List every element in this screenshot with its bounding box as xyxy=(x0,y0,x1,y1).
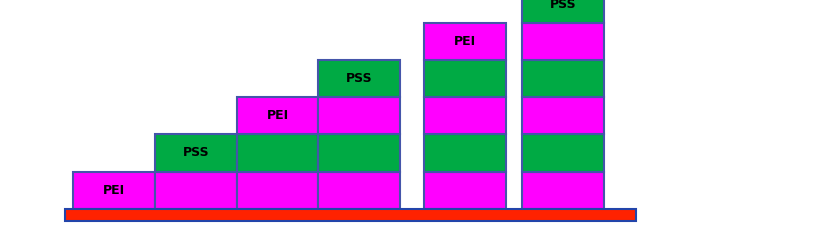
Bar xyxy=(237,134,318,172)
Bar xyxy=(522,97,604,134)
Bar xyxy=(424,60,506,97)
Bar xyxy=(522,0,604,23)
Bar xyxy=(155,134,237,172)
Bar xyxy=(424,97,506,134)
Bar xyxy=(424,134,506,172)
Bar xyxy=(73,172,155,209)
Text: PSS: PSS xyxy=(346,72,372,85)
Text: PSS: PSS xyxy=(550,0,576,11)
Text: PEI: PEI xyxy=(103,184,126,197)
Text: PEI: PEI xyxy=(266,109,289,122)
Bar xyxy=(522,172,604,209)
Bar xyxy=(522,134,604,172)
Bar xyxy=(522,23,604,60)
Bar xyxy=(318,97,400,134)
Bar xyxy=(65,209,636,221)
Bar xyxy=(318,172,400,209)
Bar xyxy=(155,172,237,209)
Bar xyxy=(424,172,506,209)
Text: PSS: PSS xyxy=(183,146,209,160)
Bar xyxy=(318,60,400,97)
Bar xyxy=(522,60,604,97)
Text: PEI: PEI xyxy=(454,35,477,48)
Bar xyxy=(318,134,400,172)
Bar xyxy=(424,23,506,60)
Bar xyxy=(237,97,318,134)
Bar xyxy=(237,172,318,209)
